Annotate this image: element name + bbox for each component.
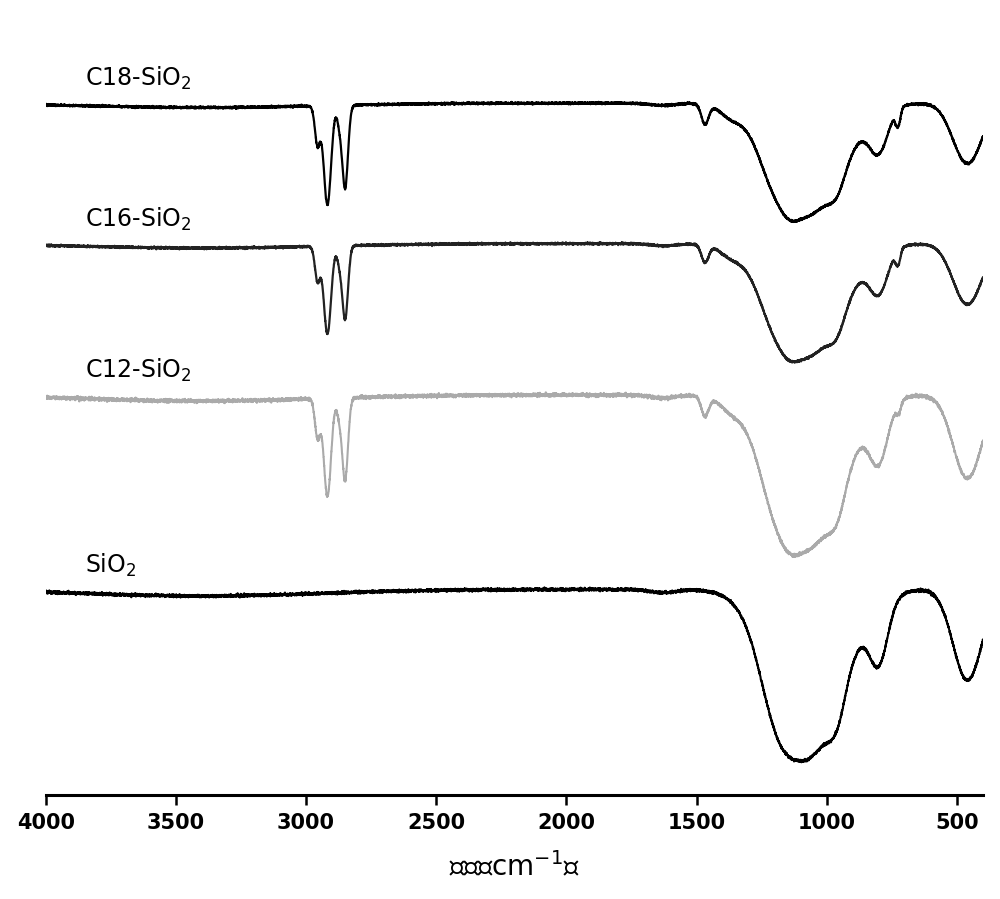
X-axis label: 波数（cm$^{-1}$）: 波数（cm$^{-1}$） xyxy=(449,852,580,882)
Text: SiO$_2$: SiO$_2$ xyxy=(85,551,136,579)
Text: C18-SiO$_2$: C18-SiO$_2$ xyxy=(85,65,191,93)
Text: C12-SiO$_2$: C12-SiO$_2$ xyxy=(85,357,191,384)
Text: C16-SiO$_2$: C16-SiO$_2$ xyxy=(85,206,191,233)
